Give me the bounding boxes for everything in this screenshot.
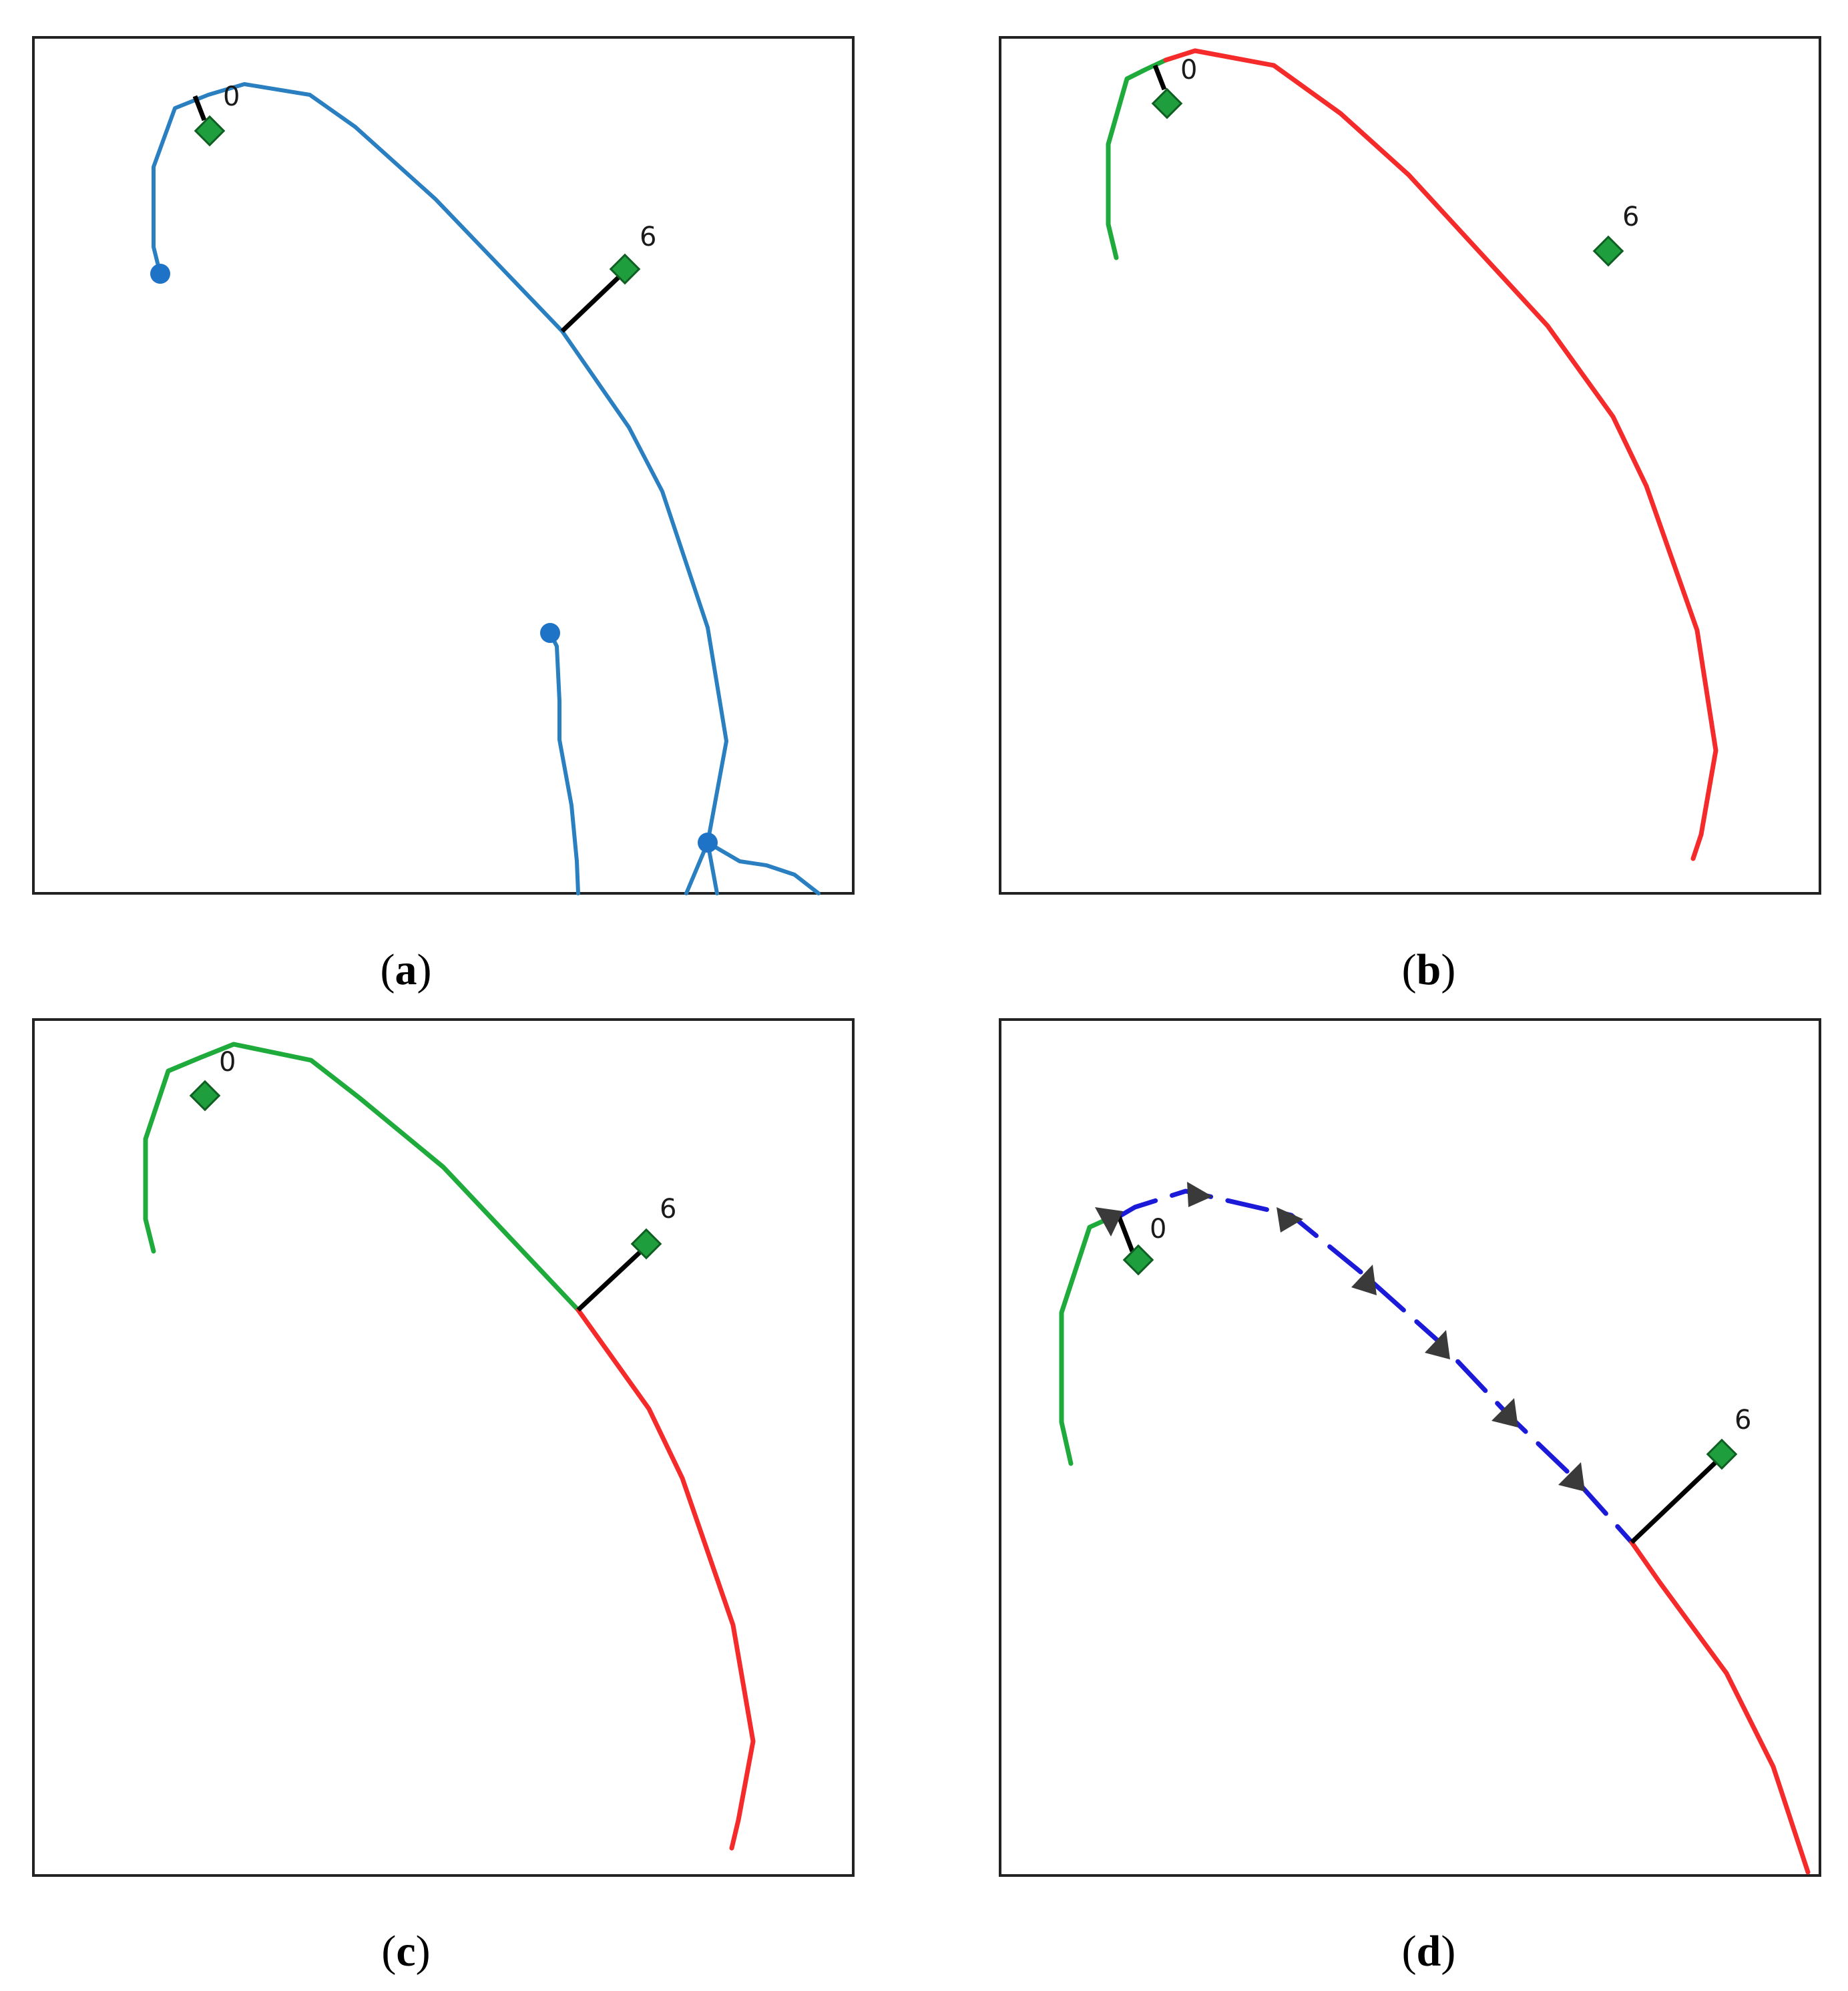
panel-b-stop-6-marker xyxy=(1592,235,1624,267)
panel-a-node-west xyxy=(150,264,170,284)
panel-c-stop-6-link xyxy=(576,1251,642,1312)
panel-b-stop-0-link xyxy=(1152,64,1167,91)
panel-d-stop-6-label: 6 xyxy=(1735,1405,1751,1435)
panel-c-stop-6-label: 6 xyxy=(660,1194,676,1225)
panel-d-stop-6-marker xyxy=(1706,1438,1738,1470)
panel-a: 0 6 (a) xyxy=(32,36,855,994)
panel-d-stop-0-label: 0 xyxy=(1150,1214,1166,1245)
panel-c-traversed-path xyxy=(143,1042,581,1313)
panel-d-stop-0-link xyxy=(1116,1215,1135,1253)
panel-a-caption: (a) xyxy=(381,945,432,994)
panel-b-caption: (b) xyxy=(1402,945,1456,994)
panel-d-direction-arrows xyxy=(1095,1182,1585,1492)
panel-b-stop-6-label: 6 xyxy=(1622,202,1639,232)
panel-d-candidate-path xyxy=(1116,1188,1634,1545)
panel-a-stop-0-marker xyxy=(194,115,226,147)
panel-c-stop-6-marker xyxy=(630,1228,662,1260)
panel-d-stop-6-link xyxy=(1630,1460,1718,1544)
panel-d-stop-0-marker xyxy=(1122,1244,1154,1276)
panel-d-arrow-1 xyxy=(1095,1207,1123,1237)
panel-d-caption: (d) xyxy=(1402,1927,1456,1976)
panel-c-remaining-path xyxy=(575,1307,756,1851)
panel-a-stop-0-link xyxy=(192,95,207,122)
panel-b-stop-0-label: 0 xyxy=(1180,55,1197,85)
panel-a-stop-6-link xyxy=(560,273,623,333)
panel-b-frame xyxy=(999,36,1821,895)
panel-c-frame xyxy=(32,1018,855,1877)
panel-a-east-road xyxy=(706,841,821,895)
panel-a-node-south xyxy=(540,623,560,643)
panel-b-remaining-path xyxy=(1163,48,1718,861)
panel-a-frame xyxy=(32,36,855,895)
panel-c-caption: (c) xyxy=(381,1927,430,1976)
panel-a-main-road xyxy=(152,82,728,895)
panel-b: 0 6 (b) xyxy=(999,36,1821,994)
panel-a-south-road xyxy=(548,631,580,895)
panel-a-stop-0-label: 0 xyxy=(223,81,240,112)
panel-d-arrow-6 xyxy=(1491,1398,1518,1427)
panel-c: 0 6 (c) xyxy=(32,1018,855,1976)
panel-d-arrow-4 xyxy=(1351,1265,1377,1295)
panel-d-arrow-2 xyxy=(1187,1182,1212,1207)
panel-b-traversed-path xyxy=(1106,57,1168,260)
panel-a-stop-6-label: 6 xyxy=(640,222,656,252)
panel-d-frame xyxy=(999,1018,1821,1877)
panel-b-stop-0-marker xyxy=(1151,87,1183,120)
panel-c-stop-0-marker xyxy=(189,1080,221,1112)
panel-d-arrow-5 xyxy=(1425,1330,1450,1359)
panel-d-remaining-path xyxy=(1629,1540,1811,1875)
panel-a-node-junction xyxy=(698,833,718,853)
panel-d-arrow-3 xyxy=(1277,1207,1303,1233)
panel-c-stop-0-label: 0 xyxy=(219,1047,236,1078)
panel-d-arrow-7 xyxy=(1558,1462,1585,1492)
panel-d: 0 6 (d) xyxy=(999,1018,1821,1976)
panel-a-stop-6-marker xyxy=(609,253,641,285)
